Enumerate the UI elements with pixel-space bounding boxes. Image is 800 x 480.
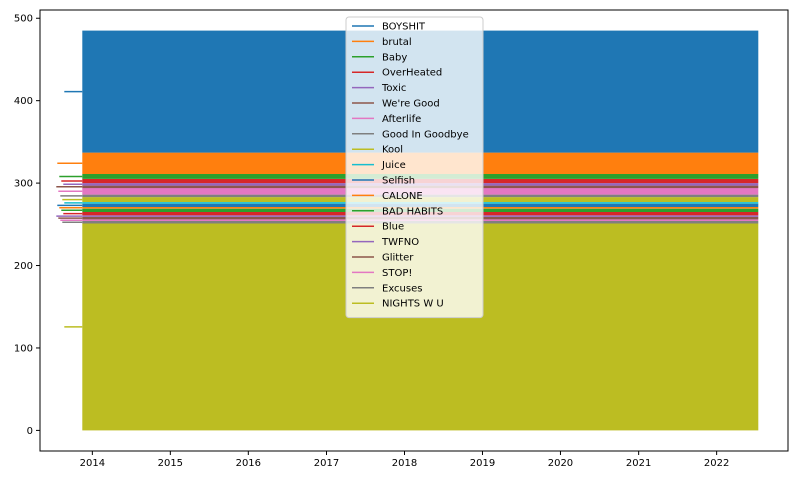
x-tick-label: 2020 <box>548 458 573 469</box>
legend-label: BOYSHIT <box>382 22 426 33</box>
y-tick-label: 200 <box>14 261 33 272</box>
legend-item: BOYSHIT <box>352 22 426 33</box>
x-tick-label: 2015 <box>158 458 183 469</box>
axes: 2014 2015 2016 2017 2018 2019 2020 2021 2022 0 100… <box>14 9 789 469</box>
legend-label: CALONE <box>382 191 423 202</box>
legend-item: BAD HABITS <box>352 206 443 217</box>
legend-item: Selfish <box>352 176 415 187</box>
legend-label: Kool <box>382 145 403 156</box>
legend-label: Juice <box>381 160 406 171</box>
x-tick-label: 2014 <box>80 458 105 469</box>
legend-item: brutal <box>352 37 412 48</box>
x-tick-label: 2017 <box>314 458 339 469</box>
legend-label: OverHeated <box>382 68 442 79</box>
legend-box <box>345 16 484 319</box>
legend-item: Good In Goodbye <box>352 129 469 140</box>
legend-label: Selfish <box>382 176 415 187</box>
legend-item: Blue <box>352 222 404 233</box>
legend-item: Glitter <box>352 253 414 264</box>
y-tick-label: 400 <box>14 96 33 107</box>
legend-item: CALONE <box>352 191 423 202</box>
legend-label: Blue <box>382 222 404 233</box>
legend-label: NIGHTS W U <box>382 299 444 310</box>
legend-label: BAD HABITS <box>382 206 443 217</box>
legend-label: brutal <box>382 37 412 48</box>
legend-label: Excuses <box>382 283 422 294</box>
legend-item: Toxic <box>352 83 406 94</box>
legend-item: Kool <box>352 145 403 156</box>
legend-label: Good In Goodbye <box>382 129 469 140</box>
legend-item: OverHeated <box>352 68 442 79</box>
legend-item: TWFNO <box>352 237 419 248</box>
legend-label: STOP! <box>382 268 412 279</box>
legend: BOYSHIT brutal Baby OverHeated Toxic We're Go… <box>345 16 484 319</box>
x-tick-label: 2022 <box>704 458 729 469</box>
legend-label: Glitter <box>382 253 414 264</box>
legend-label: Baby <box>382 52 407 63</box>
legend-label: Afterlife <box>382 114 421 125</box>
legend-item: Afterlife <box>352 114 421 125</box>
legend-item: Juice <box>352 160 406 171</box>
legend-item: STOP! <box>352 268 412 279</box>
y-tick-label: 0 <box>27 426 33 437</box>
x-tick-label: 2019 <box>470 458 495 469</box>
legend-item: NIGHTS W U <box>352 299 444 310</box>
legend-item: Baby <box>352 52 407 63</box>
x-tick-label: 2021 <box>626 458 651 469</box>
legend-item: Excuses <box>352 283 422 294</box>
y-tick-label: 500 <box>14 14 33 25</box>
legend-label: Toxic <box>381 83 406 94</box>
x-tick-label: 2016 <box>236 458 261 469</box>
legend-label: We're Good <box>382 99 440 110</box>
axes-frame <box>39 9 789 452</box>
y-tick-label: 300 <box>14 179 33 190</box>
x-tick-label: 2018 <box>392 458 417 469</box>
legend-item: We're Good <box>352 99 440 110</box>
legend-label: TWFNO <box>381 237 419 248</box>
y-tick-label: 100 <box>14 343 33 354</box>
